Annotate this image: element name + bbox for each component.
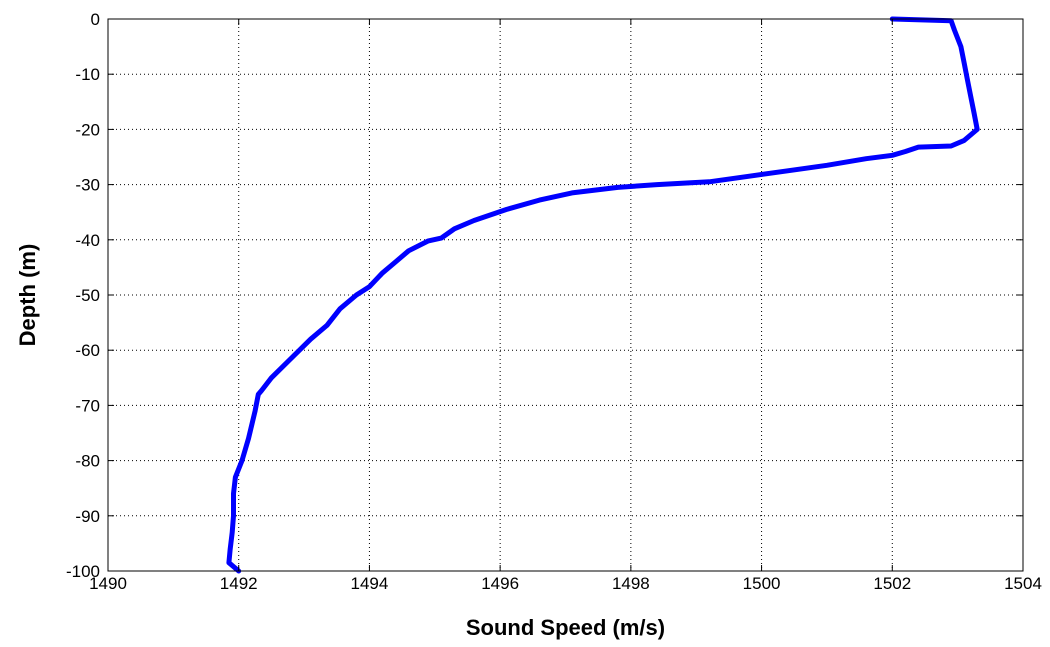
y-tick-labels: 0 -10 -20 -30 -40 -50 -60 -70 -80 -90 -100 <box>66 10 100 581</box>
x-axis-title: Sound Speed (m/s) <box>466 615 665 640</box>
plot-frame <box>107 18 1024 572</box>
y-tick-label: -10 <box>75 65 100 84</box>
x-tick-label: 1500 <box>743 574 781 593</box>
x-tick-label: 1504 <box>1004 574 1042 593</box>
y-tick-label: -90 <box>75 507 100 526</box>
y-tick-label: -50 <box>75 286 100 305</box>
grid-lines <box>108 19 1023 571</box>
y-axis-title: Depth (m) <box>15 244 40 347</box>
x-tick-label: 1494 <box>351 574 389 593</box>
x-tick-labels: 1490 1492 1494 1496 1498 1500 1502 1504 <box>89 574 1042 593</box>
y-tick-label: -80 <box>75 452 100 471</box>
axes <box>107 18 1024 572</box>
x-tick-label: 1498 <box>612 574 650 593</box>
y-tick-label: -100 <box>66 562 100 581</box>
y-tick-label: -20 <box>75 120 100 139</box>
x-tick-label: 1492 <box>220 574 258 593</box>
y-tick-label: -30 <box>75 176 100 195</box>
series-line <box>226 16 980 574</box>
x-tick-label: 1496 <box>481 574 519 593</box>
x-tick-label: 1502 <box>873 574 911 593</box>
y-tick-label: -40 <box>75 231 100 250</box>
y-tick-label: 0 <box>91 10 100 29</box>
x-tick-label: 1490 <box>89 574 127 593</box>
y-tick-label: -70 <box>75 396 100 415</box>
series-layer <box>226 16 980 574</box>
y-tick-label: -60 <box>75 341 100 360</box>
